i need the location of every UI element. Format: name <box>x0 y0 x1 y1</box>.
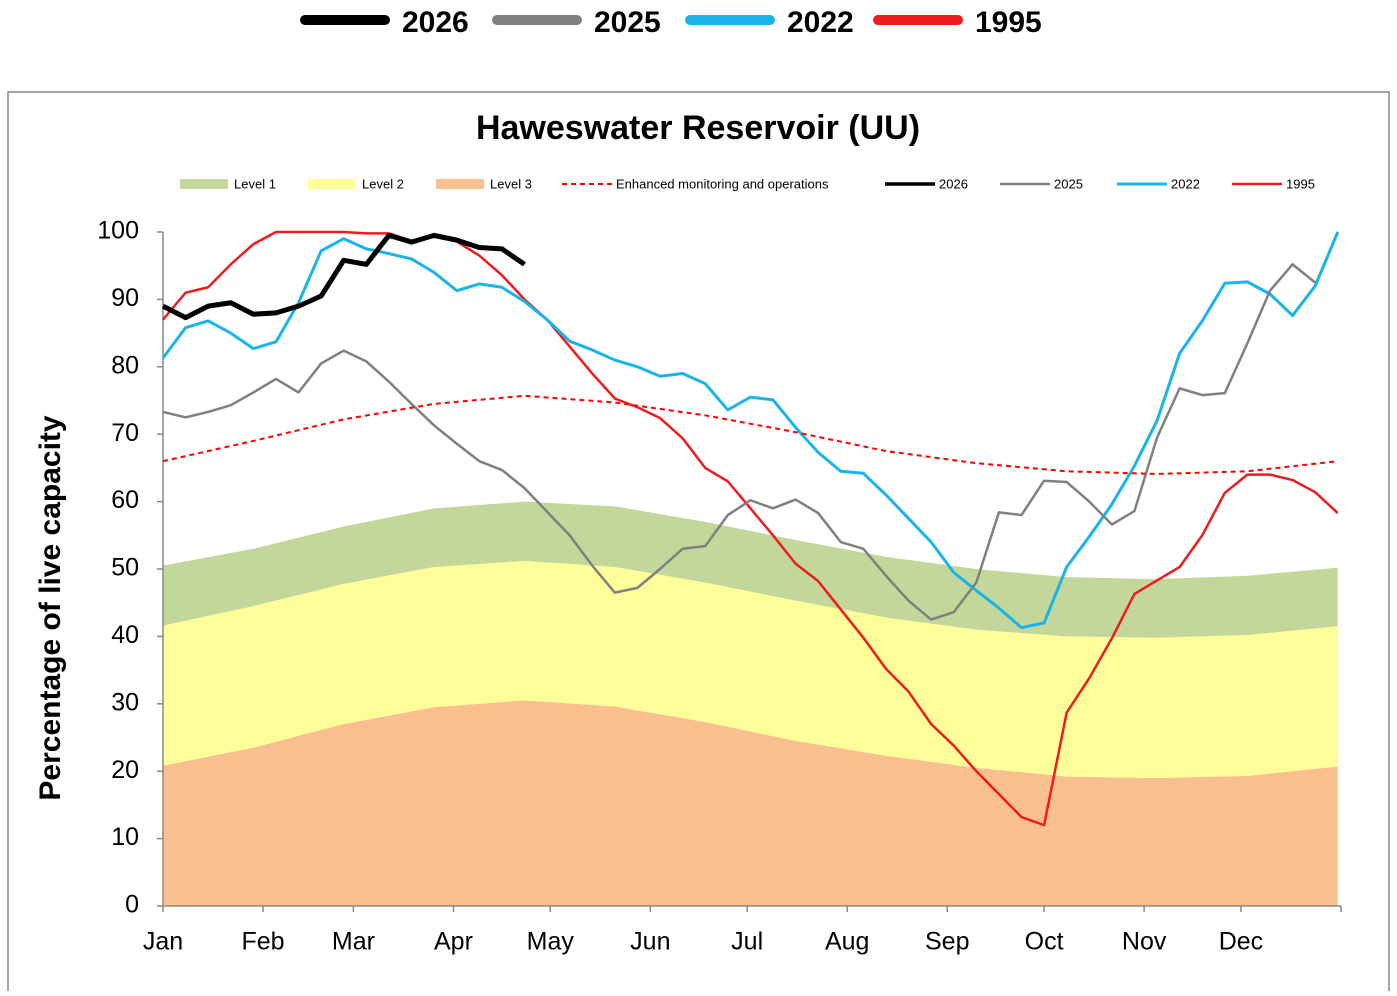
legend-swatch <box>436 179 484 189</box>
legend-label: 1995 <box>1286 176 1315 191</box>
x-tick-label: Apr <box>434 928 473 956</box>
y-tick-label: 30 <box>111 688 139 716</box>
x-tick-label: Oct <box>1025 928 1064 956</box>
y-tick-label: 80 <box>111 351 139 379</box>
top-legend-label: 2026 <box>402 6 469 39</box>
chart-title: Haweswater Reservoir (UU) <box>476 109 920 147</box>
x-tick-label: Jun <box>630 928 670 956</box>
x-tick-label: Jan <box>143 928 183 956</box>
legend-label: Level 1 <box>234 176 276 191</box>
x-tick-label: Jul <box>731 928 763 956</box>
x-tick-label: Mar <box>332 928 375 956</box>
line <box>162 263 1316 621</box>
line <box>161 231 1340 630</box>
y-tick-label: 60 <box>111 486 139 514</box>
legend-label: Enhanced monitoring and operations <box>616 176 829 191</box>
area <box>163 501 1338 638</box>
top-legend-label: 1995 <box>975 6 1042 39</box>
y-tick-label: 40 <box>111 621 139 649</box>
legend-label: Level 3 <box>490 176 532 191</box>
line <box>162 230 1339 827</box>
area <box>163 700 1338 906</box>
y-tick-label: 50 <box>111 554 139 582</box>
legend-label: 2025 <box>1054 176 1083 191</box>
legend-label: 2022 <box>1171 176 1200 191</box>
y-tick-label: 20 <box>111 756 139 784</box>
x-tick-label: May <box>527 928 575 956</box>
line <box>161 232 526 321</box>
y-tick-label: 90 <box>111 284 139 312</box>
line <box>162 394 1338 475</box>
y-tick-label: 10 <box>111 823 139 851</box>
x-tick-label: Sep <box>925 928 969 956</box>
y-tick-label: 100 <box>97 217 139 245</box>
legend-swatch <box>308 179 356 189</box>
y-tick-label: 0 <box>125 891 139 919</box>
x-tick-label: Dec <box>1219 928 1263 956</box>
x-tick-label: Aug <box>825 928 869 956</box>
top-legend-label: 2022 <box>787 6 854 39</box>
x-tick-label: Nov <box>1122 928 1167 956</box>
area <box>163 560 1338 778</box>
x-tick-label: Feb <box>242 928 285 956</box>
legend-swatch <box>180 179 228 189</box>
legend-label: 2026 <box>939 176 968 191</box>
y-tick-label: 70 <box>111 419 139 447</box>
y-axis-label: Percentage of live capacity <box>34 415 67 800</box>
legend-label: Level 2 <box>362 176 404 191</box>
top-legend-label: 2025 <box>594 6 661 39</box>
